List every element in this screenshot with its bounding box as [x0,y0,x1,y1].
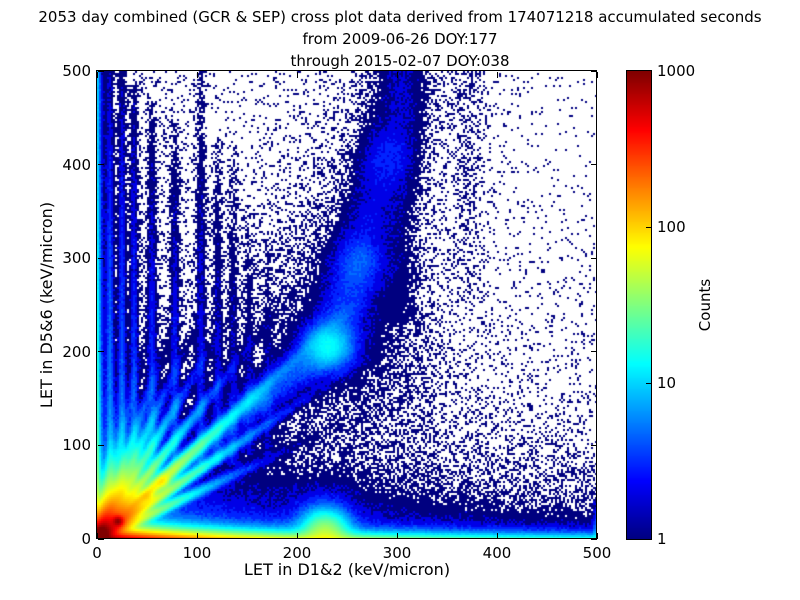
y-tick-label: 500 [62,62,91,80]
x-tick-mark [97,533,98,539]
colorbar-tick-label: 1000 [657,62,696,80]
x-tick-label: 400 [482,544,512,562]
y-tick-label: 100 [62,436,91,455]
y-tick-mark-right [591,71,597,72]
x-tick-mark [497,533,498,539]
y-tick-label: 0 [81,530,91,548]
colorbar-tick-label: 100 [657,218,686,236]
y-tick-mark [98,445,104,446]
x-tick-mark [197,533,198,539]
colorbar-tick-mark [646,227,651,228]
x-axis-label: LET in D1&2 (keV/micron) [243,560,451,579]
y-tick-mark-right [591,351,597,352]
colorbar-label: Counts [696,278,714,332]
y-tick-mark-right [591,539,597,540]
y-tick-mark [98,539,104,540]
x-tick-mark [597,533,598,539]
x-tick-mark-top [397,72,398,78]
plot-title: 2053 day combined (GCR & SEP) cross plot… [0,6,800,72]
title-line-2: from 2009-06-26 DOY:177 [302,30,498,48]
y-tick-label: 200 [62,342,91,361]
x-tick-label: 200 [282,544,312,562]
colorbar-tick-mark [646,383,651,384]
x-tick-mark [297,533,298,539]
y-tick-mark [98,71,104,72]
y-tick-mark [98,164,104,165]
x-tick-label: 100 [182,544,212,562]
x-tick-mark [397,533,398,539]
plot-frame [96,70,597,539]
colorbar-tick-label: 10 [657,374,677,392]
colorbar-tick-label: 1 [657,530,667,548]
y-tick-label: 400 [62,155,91,174]
colorbar-canvas [627,71,651,539]
y-tick-mark [98,351,104,352]
y-tick-label: 300 [62,249,91,268]
y-tick-mark-right [591,164,597,165]
x-tick-label: 500 [582,544,612,562]
title-line-1: 2053 day combined (GCR & SEP) cross plot… [38,8,762,26]
x-tick-mark-top [297,72,298,78]
x-tick-label: 0 [92,544,102,562]
x-tick-label: 300 [382,544,412,562]
heatmap-canvas [97,71,597,539]
y-axis-label: LET in D5&6 (keV/micron) [37,201,56,409]
colorbar-frame [626,70,652,540]
x-tick-mark-top [197,72,198,78]
y-tick-mark-right [591,445,597,446]
title-line-3: through 2015-02-07 DOY:038 [290,52,510,70]
y-tick-mark [98,258,104,259]
x-tick-mark-top [597,72,598,78]
x-tick-mark-top [497,72,498,78]
y-tick-mark-right [591,258,597,259]
x-tick-mark-top [97,72,98,78]
